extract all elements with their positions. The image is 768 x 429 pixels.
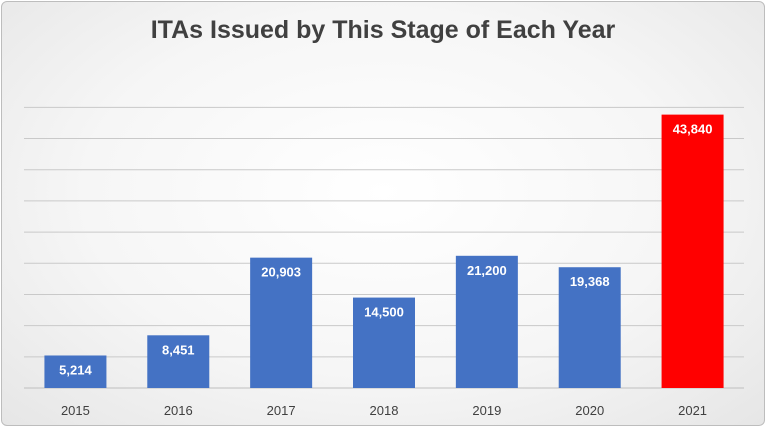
bar-2018: [353, 297, 415, 388]
bar-2015: [44, 355, 107, 388]
bar-2020: [558, 267, 621, 388]
data-label-2019: 21,200: [467, 263, 507, 278]
data-label-2021: 43,840: [673, 122, 713, 137]
bar-2017: [250, 257, 313, 388]
data-label-2018: 14,500: [364, 305, 404, 320]
bar-2016: [147, 335, 210, 388]
x-tick-label-2018: 2018: [370, 403, 399, 418]
bar-2021: [661, 114, 724, 388]
data-label-2017: 20,903: [261, 265, 301, 280]
x-tick-label-2016: 2016: [164, 403, 193, 418]
data-label-2020: 19,368: [570, 274, 610, 289]
bar-2019: [455, 255, 518, 388]
x-tick-label-2017: 2017: [267, 403, 296, 418]
data-label-2015: 5,214: [59, 362, 92, 377]
x-tick-label-2015: 2015: [61, 403, 90, 418]
x-tick-label-2020: 2020: [575, 403, 604, 418]
chart-title: ITAs Issued by This Stage of Each Year: [150, 16, 616, 44]
data-label-2016: 8,451: [162, 342, 195, 357]
x-tick-label-2019: 2019: [472, 403, 501, 418]
x-tick-label-2021: 2021: [678, 403, 707, 418]
